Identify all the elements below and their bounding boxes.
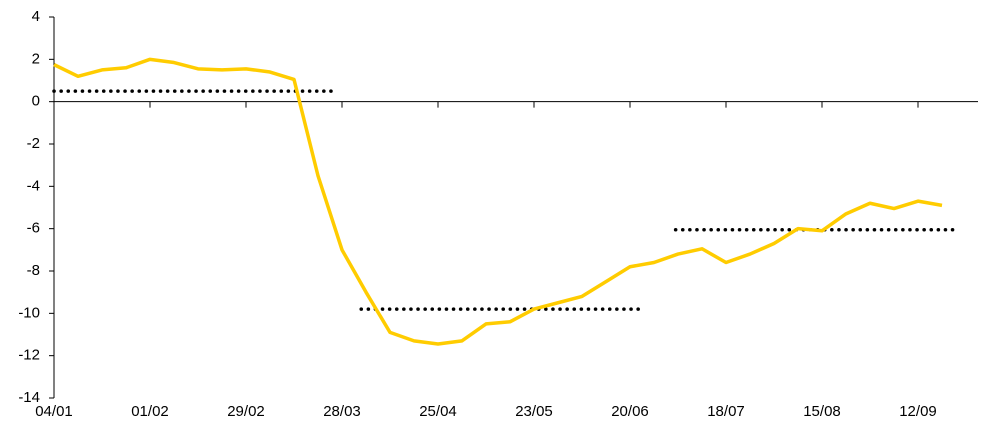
y-tick-label: -14 — [18, 389, 40, 406]
x-tick-label: 18/07 — [707, 403, 745, 420]
x-tick-label: 04/01 — [35, 403, 73, 420]
x-tick-label: 28/03 — [323, 403, 361, 420]
x-tick-label: 12/09 — [899, 403, 937, 420]
y-tick-label: 2 — [32, 50, 40, 67]
x-tick-label: 20/06 — [611, 403, 649, 420]
data-line — [53, 57, 943, 346]
y-tick-label: -12 — [18, 347, 40, 364]
y-tick-label: -6 — [27, 220, 40, 237]
x-tick-label: 25/04 — [419, 403, 457, 420]
y-tick-label: 0 — [32, 93, 40, 110]
y-tick-label: -2 — [27, 135, 40, 152]
x-tick-label: 23/05 — [515, 403, 553, 420]
x-tick-label: 29/02 — [227, 403, 265, 420]
y-tick-label: -4 — [27, 177, 40, 194]
x-tick-label: 15/08 — [803, 403, 841, 420]
y-tick-label: -10 — [18, 304, 40, 321]
y-tick-label: 4 — [32, 8, 40, 25]
x-tick-label: 01/02 — [131, 403, 169, 420]
y-tick-label: -8 — [27, 262, 40, 279]
